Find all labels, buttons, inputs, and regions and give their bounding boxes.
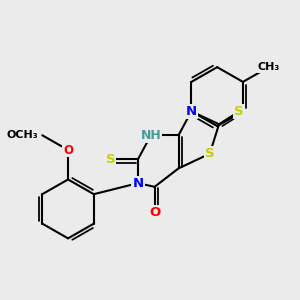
Text: OCH₃: OCH₃ [7,130,39,140]
Text: N: N [132,177,144,190]
Text: NH: NH [140,129,161,142]
Text: S: S [205,147,214,160]
Text: S: S [234,105,244,118]
Text: N: N [186,105,197,118]
Text: O: O [149,206,160,219]
Text: CH₃: CH₃ [258,62,280,72]
Text: S: S [106,153,115,166]
Text: O: O [63,143,73,157]
